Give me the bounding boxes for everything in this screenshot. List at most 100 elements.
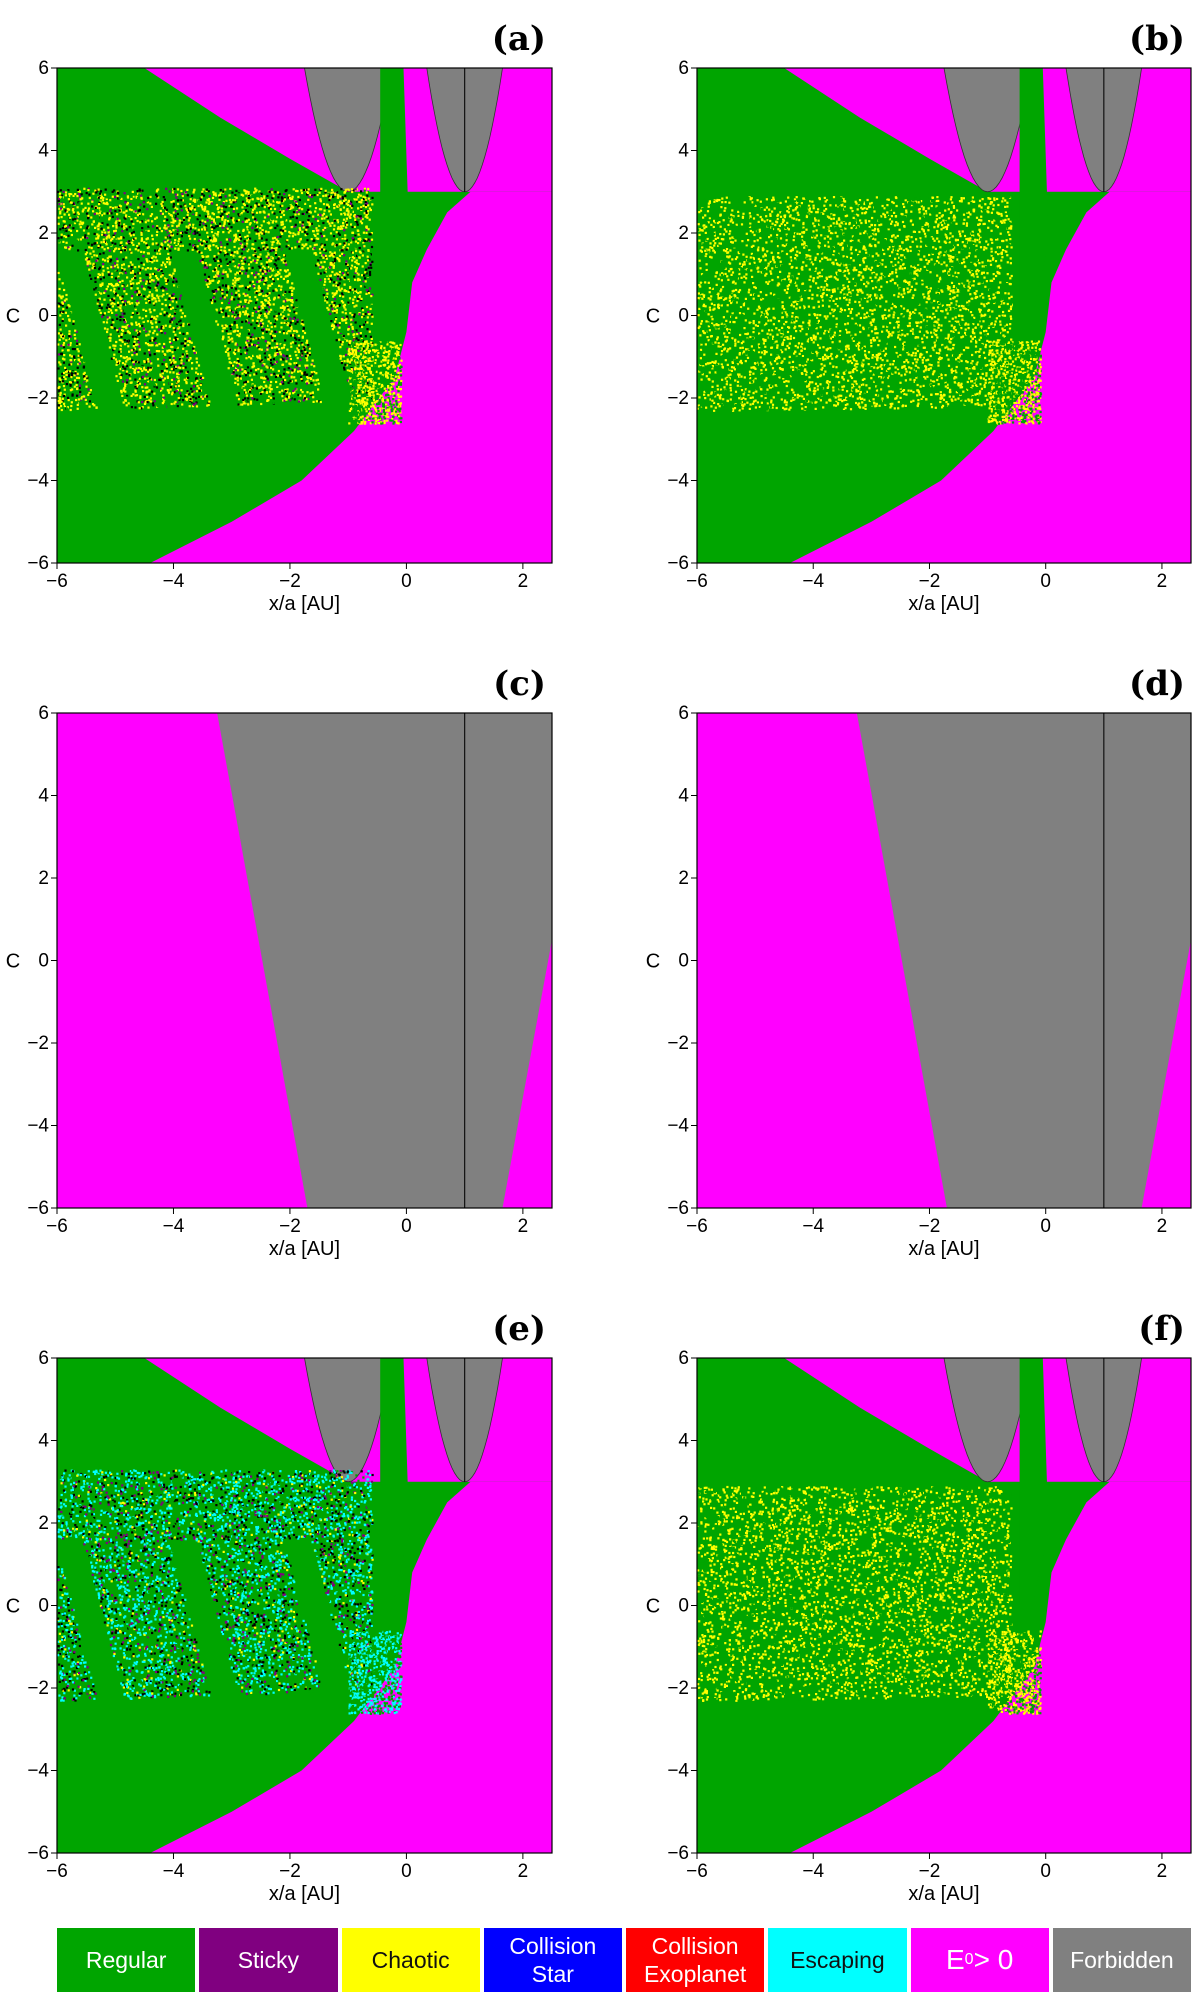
legend-item-collision-star: Collision Star (483, 1928, 622, 1992)
y-tick-label: −2 (667, 1033, 689, 1054)
region-e0-positive-lower (790, 68, 1191, 563)
y-tick-label: 6 (678, 58, 689, 79)
region-forbidden (217, 713, 552, 1208)
region-regular-spike (380, 68, 410, 316)
y-axis-label: C (6, 1596, 20, 1618)
x-axis-label: x/a [AU] (908, 1883, 979, 1905)
y-tick-label: −4 (27, 1116, 49, 1137)
panel-e: −6 −4 −2 0 2 −6 −4 −2 0 2 4 6 x/a [AU] C (e) (6, 1309, 553, 1905)
y-tick-label: −2 (27, 388, 49, 409)
chaotic-sea (57, 187, 403, 425)
panel-label: (c) (493, 664, 546, 704)
legend-item-collision-exoplanet: Collision Exoplanet (626, 1928, 765, 1992)
y-tick-label: 2 (38, 1513, 49, 1534)
y-tick-label: −4 (667, 1761, 689, 1782)
y-tick-label: 2 (38, 868, 49, 889)
y-tick-label: −6 (27, 1843, 49, 1864)
x-tick-label: 0 (401, 1861, 412, 1882)
x-tick-label: −6 (686, 1861, 708, 1882)
y-tick-label: 2 (678, 223, 689, 244)
x-tick-label: −2 (279, 1861, 301, 1882)
panel-label: (e) (492, 1309, 546, 1349)
y-axis-label: C (646, 951, 660, 973)
panel-a: −6 −4 −2 0 2 −6 −4 −2 0 2 4 6 x/a [AU] C (a) (6, 19, 553, 615)
x-tick-label: 0 (1040, 571, 1051, 592)
x-tick-label: −4 (163, 1861, 185, 1882)
region-regular-spike (1019, 68, 1049, 316)
x-tick-label: −4 (163, 571, 185, 592)
panel-d: −6 −4 −2 0 2 −6 −4 −2 0 2 4 6 x/a [AU] C (d) (646, 664, 1192, 1260)
region-forbidden-left (943, 68, 1032, 193)
x-tick-label: −6 (46, 1216, 68, 1237)
y-tick-label: −2 (667, 1678, 689, 1699)
x-tick-label: 0 (1040, 1861, 1051, 1882)
y-tick-label: 4 (678, 141, 689, 162)
y-tick-label: 6 (38, 1348, 49, 1369)
y-tick-label: −4 (27, 471, 49, 492)
x-tick-label: −6 (686, 571, 708, 592)
y-tick-label: −6 (27, 553, 49, 574)
y-tick-label: 0 (678, 951, 689, 972)
x-tick-label: −6 (686, 1216, 708, 1237)
y-tick-label: 4 (678, 786, 689, 807)
y-axis-label: C (6, 306, 20, 328)
plot-area (697, 1358, 1191, 1853)
y-tick-label: −4 (667, 1116, 689, 1137)
y-tick-label: −6 (667, 1198, 689, 1219)
x-tick-label: −6 (46, 1861, 68, 1882)
y-tick-label: −6 (667, 553, 689, 574)
y-axis-label: C (646, 306, 660, 328)
x-axis-label: x/a [AU] (269, 1883, 340, 1905)
x-tick-label: 2 (518, 1216, 529, 1237)
y-tick-label: 0 (38, 306, 49, 327)
x-axis-label: x/a [AU] (908, 1238, 979, 1260)
x-tick-label: −2 (919, 571, 941, 592)
legend: Regular Sticky Chaotic Collision Star Collis… (57, 1928, 1191, 1992)
x-tick-label: 0 (401, 1216, 412, 1237)
x-tick-label: 2 (1157, 571, 1168, 592)
region-e0-positive-lower (150, 1358, 552, 1853)
legend-item-sticky: Sticky (199, 1928, 338, 1992)
x-tick-label: −2 (919, 1216, 941, 1237)
x-tick-label: −4 (802, 1216, 824, 1237)
x-tick-label: −2 (279, 1216, 301, 1237)
x-axis-label: x/a [AU] (269, 593, 340, 615)
x-tick-label: 2 (1157, 1216, 1168, 1237)
x-tick-label: −4 (802, 1861, 824, 1882)
y-tick-label: −4 (667, 471, 689, 492)
panel-c: −6 −4 −2 0 2 −6 −4 −2 0 2 4 6 x/a [AU] C (c) (6, 664, 553, 1260)
plot-area (57, 1358, 552, 1853)
plot-area (57, 68, 552, 563)
legend-item-regular: Regular (57, 1928, 196, 1992)
chaotic-sea (697, 1485, 1042, 1715)
x-tick-label: 0 (401, 571, 412, 592)
region-forbidden (856, 713, 1191, 1208)
panel-label: (f) (1138, 1309, 1185, 1349)
y-tick-label: 6 (678, 1348, 689, 1369)
region-e0-positive-lower (150, 68, 552, 563)
x-tick-label: −4 (802, 571, 824, 592)
chaotic-sea (697, 195, 1043, 425)
plot-area (57, 713, 552, 1208)
y-tick-label: 0 (38, 1596, 49, 1617)
y-tick-label: 2 (38, 223, 49, 244)
panel-label: (b) (1129, 19, 1185, 59)
panel-b: −6 −4 −2 0 2 −6 −4 −2 0 2 4 6 x/a [AU] C (b) (646, 19, 1192, 615)
x-tick-label: 2 (518, 571, 529, 592)
chaotic-sea (57, 1469, 403, 1715)
y-tick-label: −2 (667, 388, 689, 409)
panel-label: (a) (492, 19, 546, 59)
plot-area (697, 713, 1191, 1208)
y-tick-label: 6 (38, 703, 49, 724)
region-e0-positive-lower (790, 1358, 1191, 1853)
legend-item-forbidden: Forbidden (1052, 1928, 1191, 1992)
y-tick-label: −2 (27, 1678, 49, 1699)
panel-f: −6 −4 −2 0 2 −6 −4 −2 0 2 4 6 x/a [AU] C (f) (646, 1309, 1192, 1905)
y-tick-label: −2 (27, 1033, 49, 1054)
region-forbidden-left (943, 1358, 1032, 1483)
y-tick-label: 4 (38, 1431, 49, 1452)
x-axis-label: x/a [AU] (269, 1238, 340, 1260)
legend-item-escaping: Escaping (768, 1928, 907, 1992)
